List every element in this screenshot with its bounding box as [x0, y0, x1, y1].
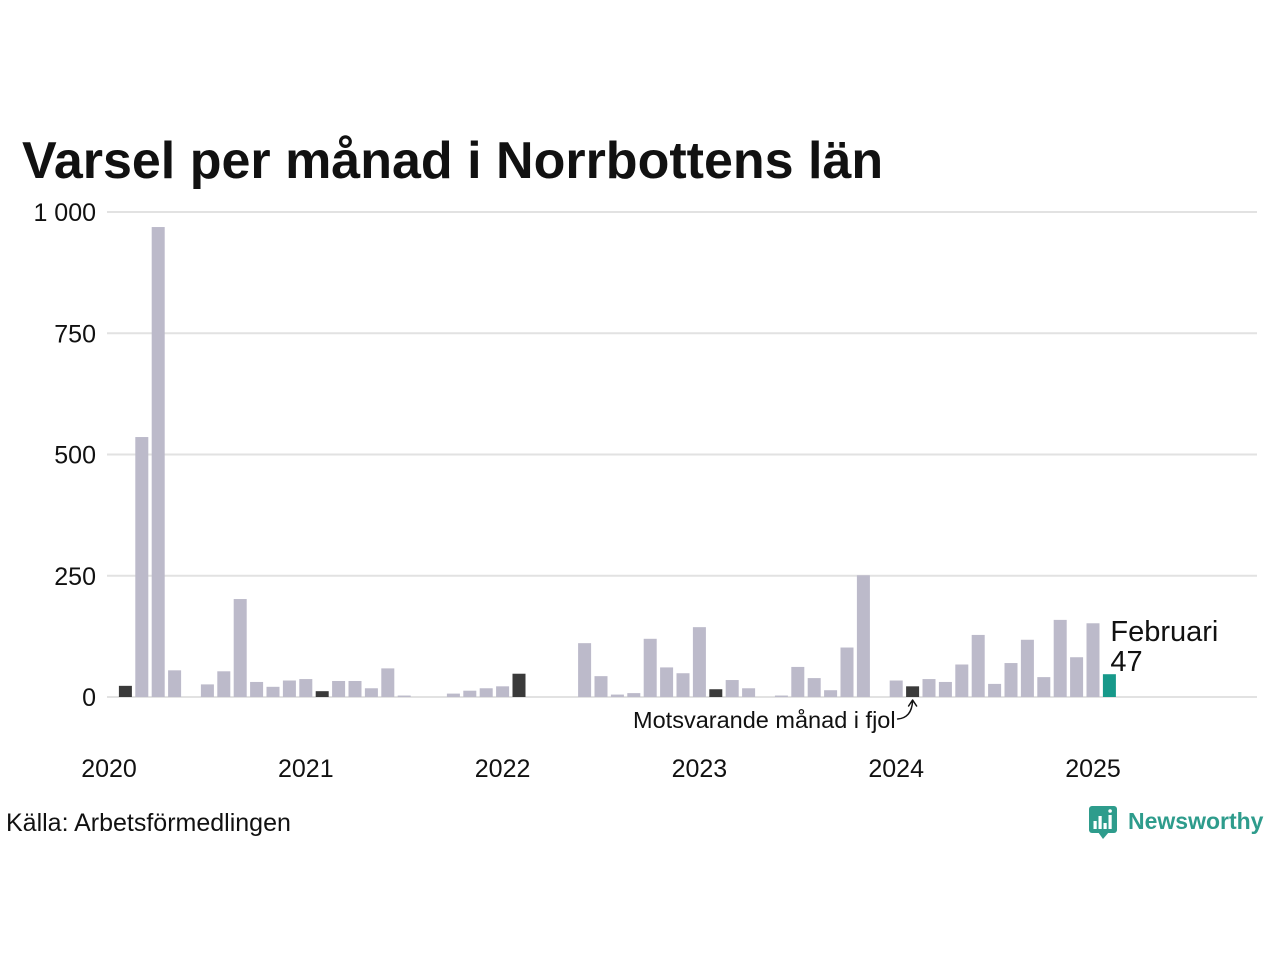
bar-2022-11 — [660, 667, 674, 697]
source-text: Källa: Arbetsförmedlingen — [6, 809, 291, 837]
x-tick-label: 2020 — [81, 755, 137, 783]
bar-2024-07 — [988, 683, 1002, 697]
y-tick-label: 0 — [82, 684, 96, 712]
bar-2024-08 — [1004, 663, 1018, 697]
bar-2022-01 — [496, 686, 510, 697]
x-tick-label: 2023 — [672, 755, 728, 783]
bar-2024-03 — [922, 679, 936, 697]
bar-2021-12 — [479, 688, 493, 697]
bar-2021-05 — [364, 688, 378, 697]
bar-2023-07 — [791, 666, 805, 697]
bar-2020-04 — [151, 227, 165, 697]
bar-2024-02 — [906, 686, 920, 697]
bar-2024-05 — [955, 664, 969, 697]
y-tick-label: 1 000 — [33, 199, 96, 227]
bar-2020-07 — [200, 684, 214, 697]
bar-2021-04 — [348, 680, 362, 697]
x-tick-label: 2021 — [278, 755, 334, 783]
bars — [118, 227, 1116, 697]
y-tick-label: 250 — [54, 563, 96, 591]
bar-2021-10 — [446, 693, 460, 697]
bar-2024-09 — [1020, 639, 1034, 697]
x-tick-label: 2025 — [1065, 755, 1121, 783]
chart-title: Varsel per månad i Norrbottens län — [22, 132, 883, 190]
bar-2024-06 — [971, 634, 985, 697]
bar-2024-11 — [1053, 619, 1067, 697]
bar-2023-08 — [807, 678, 821, 697]
bar-2023-01 — [692, 627, 706, 697]
bar-2020-12 — [282, 680, 296, 697]
annotations: Februari 47 Motsvarande månad i fjol — [633, 616, 1218, 733]
logo-bar — [1098, 816, 1102, 829]
bar-2020-08 — [217, 671, 231, 697]
bar-2024-04 — [938, 681, 952, 697]
bar-2023-02 — [709, 689, 723, 697]
bar-2023-04 — [742, 688, 756, 697]
bar-2022-02 — [512, 673, 526, 697]
bar-2021-03 — [332, 680, 346, 697]
logo-dot — [1108, 809, 1112, 813]
bar-2023-10 — [840, 647, 854, 697]
bar-2021-02 — [315, 691, 329, 697]
bar-2023-03 — [725, 680, 739, 697]
bar-2024-12 — [1070, 657, 1084, 697]
same-month-arrow-icon — [896, 699, 918, 720]
bar-2024-10 — [1037, 677, 1051, 697]
bar-2020-09 — [233, 599, 247, 697]
bar-2021-11 — [463, 690, 477, 697]
bar-2025-01 — [1086, 623, 1100, 697]
bar-2020-11 — [266, 686, 280, 697]
y-tick-label: 500 — [54, 442, 96, 470]
bar-2025-02 — [1102, 674, 1116, 697]
y-axis-tick-labels: 0 250 500 750 1 000 — [33, 199, 96, 712]
current-month-value: 47 — [1110, 646, 1142, 678]
bar-2021-07 — [397, 695, 411, 697]
bar-2021-06 — [381, 668, 395, 697]
bar-2024-01 — [889, 680, 903, 697]
bar-2020-02 — [118, 685, 132, 697]
gridlines — [107, 211, 1257, 698]
x-tick-label: 2022 — [475, 755, 531, 783]
logo-text: Newsworthy — [1128, 808, 1264, 834]
bar-2022-09 — [627, 693, 641, 697]
bar-2023-11 — [856, 575, 870, 697]
logo-bubble — [1089, 806, 1117, 833]
bar-2020-03 — [135, 437, 149, 697]
x-tick-label: 2024 — [868, 755, 924, 783]
bar-2022-10 — [643, 638, 657, 697]
logo-bar — [1093, 821, 1097, 829]
x-axis-tick-labels: 2020 2021 2022 2023 2024 2025 — [81, 755, 1121, 783]
newsworthy-logo-icon — [1089, 806, 1117, 839]
bar-2022-08 — [610, 694, 624, 697]
current-month-label: Februari — [1110, 616, 1218, 648]
bar-2020-05 — [168, 670, 182, 697]
newsworthy-logo: Newsworthy — [1089, 806, 1264, 839]
y-tick-label: 750 — [54, 320, 96, 348]
logo-bar — [1103, 823, 1107, 829]
bar-2022-07 — [594, 676, 608, 697]
bar-2023-06 — [774, 695, 788, 697]
bar-2022-06 — [578, 643, 592, 697]
logo-bar — [1108, 815, 1112, 829]
logo-bubble-tail — [1098, 832, 1109, 839]
bar-2021-01 — [299, 679, 313, 697]
bar-2020-10 — [250, 681, 264, 697]
same-month-last-year-label: Motsvarande månad i fjol — [633, 707, 896, 733]
bar-2023-09 — [824, 690, 838, 697]
bar-2022-12 — [676, 673, 690, 697]
